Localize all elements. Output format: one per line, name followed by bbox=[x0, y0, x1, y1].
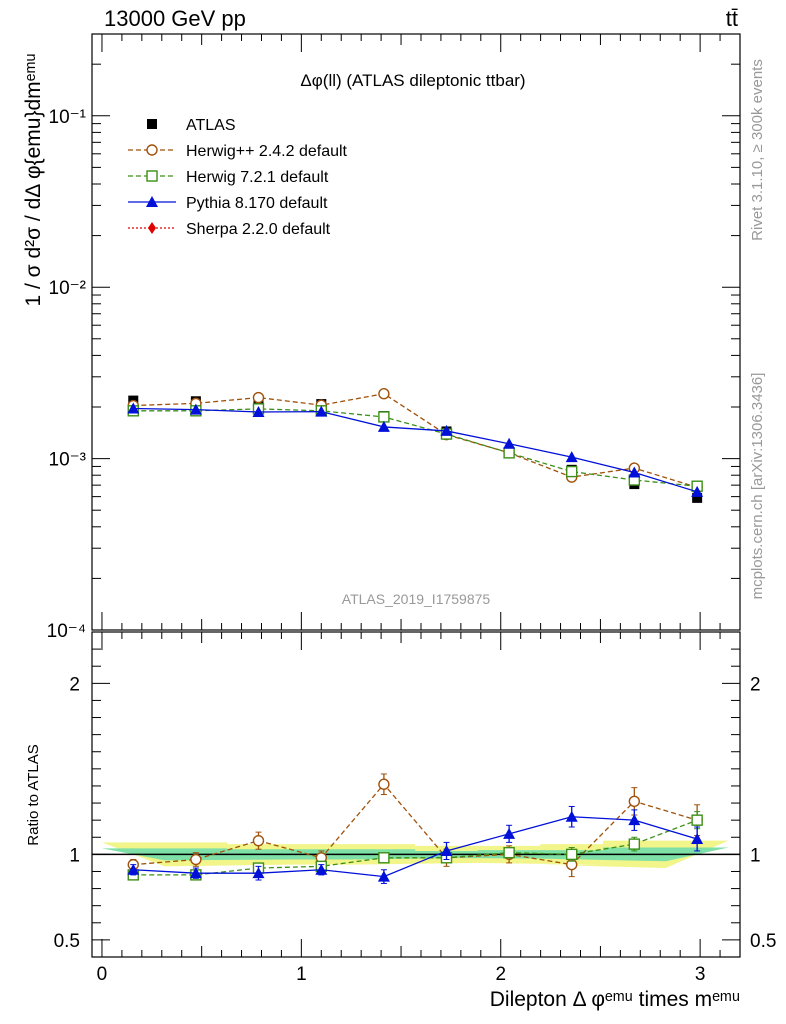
main-series-group bbox=[127, 388, 704, 503]
main-y-axis-label: 1 / σ d²σ / dΔ φ{emu}dmᵉᵐᵘ bbox=[22, 53, 45, 306]
mc-point bbox=[252, 391, 265, 404]
series-line bbox=[133, 408, 698, 487]
ratio-y-tick-label-left: 1 bbox=[69, 845, 80, 866]
ratio-y-tick-label-right: 0.5 bbox=[750, 931, 776, 952]
legend-marker bbox=[146, 170, 158, 182]
ratio-point bbox=[628, 838, 641, 850]
ratio-y-tick-label-left: 0.5 bbox=[54, 931, 80, 952]
mc-point bbox=[378, 411, 390, 423]
ratio-y-tick-label-right: 2 bbox=[750, 674, 761, 695]
ratio-point bbox=[189, 867, 202, 879]
mc-point bbox=[189, 403, 202, 415]
y-tick-label: 10⁻³ bbox=[49, 450, 87, 471]
ratio-point bbox=[691, 814, 703, 826]
mc-point bbox=[628, 466, 641, 478]
legend-marker bbox=[146, 144, 158, 156]
y-tick-label: 10⁻¹ bbox=[49, 107, 87, 128]
main-x-ticks bbox=[101, 34, 721, 630]
main-y-ticks bbox=[92, 63, 740, 631]
main-plot-frame bbox=[91, 33, 741, 631]
legend: ATLAS Herwig++ 2.4.2 default Herwig 7.2.1 … bbox=[128, 117, 348, 238]
legend-label: ATLAS bbox=[186, 117, 236, 134]
mc-point bbox=[503, 447, 515, 459]
ratio-point bbox=[565, 810, 578, 822]
process-label: tt̄ bbox=[726, 6, 738, 31]
ratio-series-group bbox=[127, 773, 704, 884]
ratio-point bbox=[377, 870, 390, 882]
legend-label: Pythia 8.170 default bbox=[186, 195, 328, 212]
mc-point bbox=[378, 388, 390, 400]
series-line bbox=[133, 407, 698, 493]
x-tick-label: 3 bbox=[695, 964, 706, 985]
ratio-point bbox=[503, 846, 515, 859]
ratio-y-tick-label-right: 1 bbox=[750, 845, 761, 866]
series-line bbox=[133, 393, 698, 488]
mc-point bbox=[565, 451, 578, 463]
ratio-series-line bbox=[133, 819, 698, 876]
ratio-y-tick-label-left: 2 bbox=[69, 674, 80, 695]
ratio-x-ticks bbox=[101, 632, 721, 957]
legend-marker bbox=[146, 196, 158, 207]
ratio-point bbox=[252, 867, 265, 879]
legend-marker bbox=[147, 119, 157, 129]
energy-label: 13000 GeV pp bbox=[104, 6, 246, 31]
ratio-tick-labels: 0.5 0.5 1 1 2 2 0 1 2 3 bbox=[54, 674, 777, 985]
legend-label: Herwig 7.2.1 default bbox=[186, 169, 329, 186]
x-tick-label: 2 bbox=[495, 964, 506, 985]
x-tick-label: 0 bbox=[97, 964, 108, 985]
ratio-point bbox=[252, 834, 265, 847]
x-axis-label: Dilepton Δ φᵉᵐᵘ times mᵉᵐᵘ bbox=[490, 988, 740, 1011]
mc-point bbox=[691, 485, 704, 497]
mc-point bbox=[252, 405, 265, 417]
mcplots-label: mcplots.cern.ch [arXiv:1306.3436] bbox=[749, 373, 766, 600]
mc-point bbox=[377, 420, 390, 432]
ratio-point bbox=[378, 778, 390, 790]
mc-point bbox=[440, 424, 453, 436]
mc-point bbox=[315, 405, 328, 417]
ratio-point bbox=[315, 863, 328, 875]
ratio-point bbox=[503, 827, 516, 839]
legend-marker bbox=[148, 222, 156, 234]
ratio-point bbox=[440, 844, 453, 856]
ratio-y-ticks bbox=[92, 631, 740, 958]
chart-title: Δφ(ll) (ATLAS dileptonic ttbar) bbox=[300, 71, 525, 90]
ratio-point bbox=[691, 832, 704, 844]
y-tick-label: 10⁻² bbox=[49, 278, 87, 299]
ratio-point bbox=[566, 848, 578, 861]
y-tick-label: 10⁻⁴ bbox=[47, 621, 86, 642]
ratio-series-line bbox=[133, 783, 698, 866]
legend-label: Sherpa 2.2.0 default bbox=[186, 221, 331, 238]
mc-point bbox=[566, 465, 578, 478]
ratio-point bbox=[378, 852, 390, 864]
legend-label: Herwig++ 2.4.2 default bbox=[186, 143, 348, 160]
data-point bbox=[692, 492, 703, 503]
mc-point bbox=[127, 402, 140, 414]
ratio-point bbox=[628, 795, 641, 808]
rivet-version-label: Rivet 3.1.10, ≥ 300k events bbox=[749, 59, 766, 241]
ratio-point bbox=[127, 863, 140, 875]
ratio-point bbox=[628, 814, 641, 826]
mc-point bbox=[503, 437, 516, 449]
ratio-point bbox=[190, 853, 202, 866]
ratio-y-axis-label: Ratio to ATLAS bbox=[25, 744, 42, 845]
ratio-series-line bbox=[133, 816, 698, 878]
x-tick-label: 1 bbox=[296, 964, 307, 985]
analysis-watermark: ATLAS_2019_I1759875 bbox=[342, 591, 491, 607]
ratio-plot-frame bbox=[91, 631, 741, 958]
main-y-tick-labels: 10⁻⁴ 10⁻³ 10⁻² 10⁻¹ bbox=[47, 107, 86, 642]
